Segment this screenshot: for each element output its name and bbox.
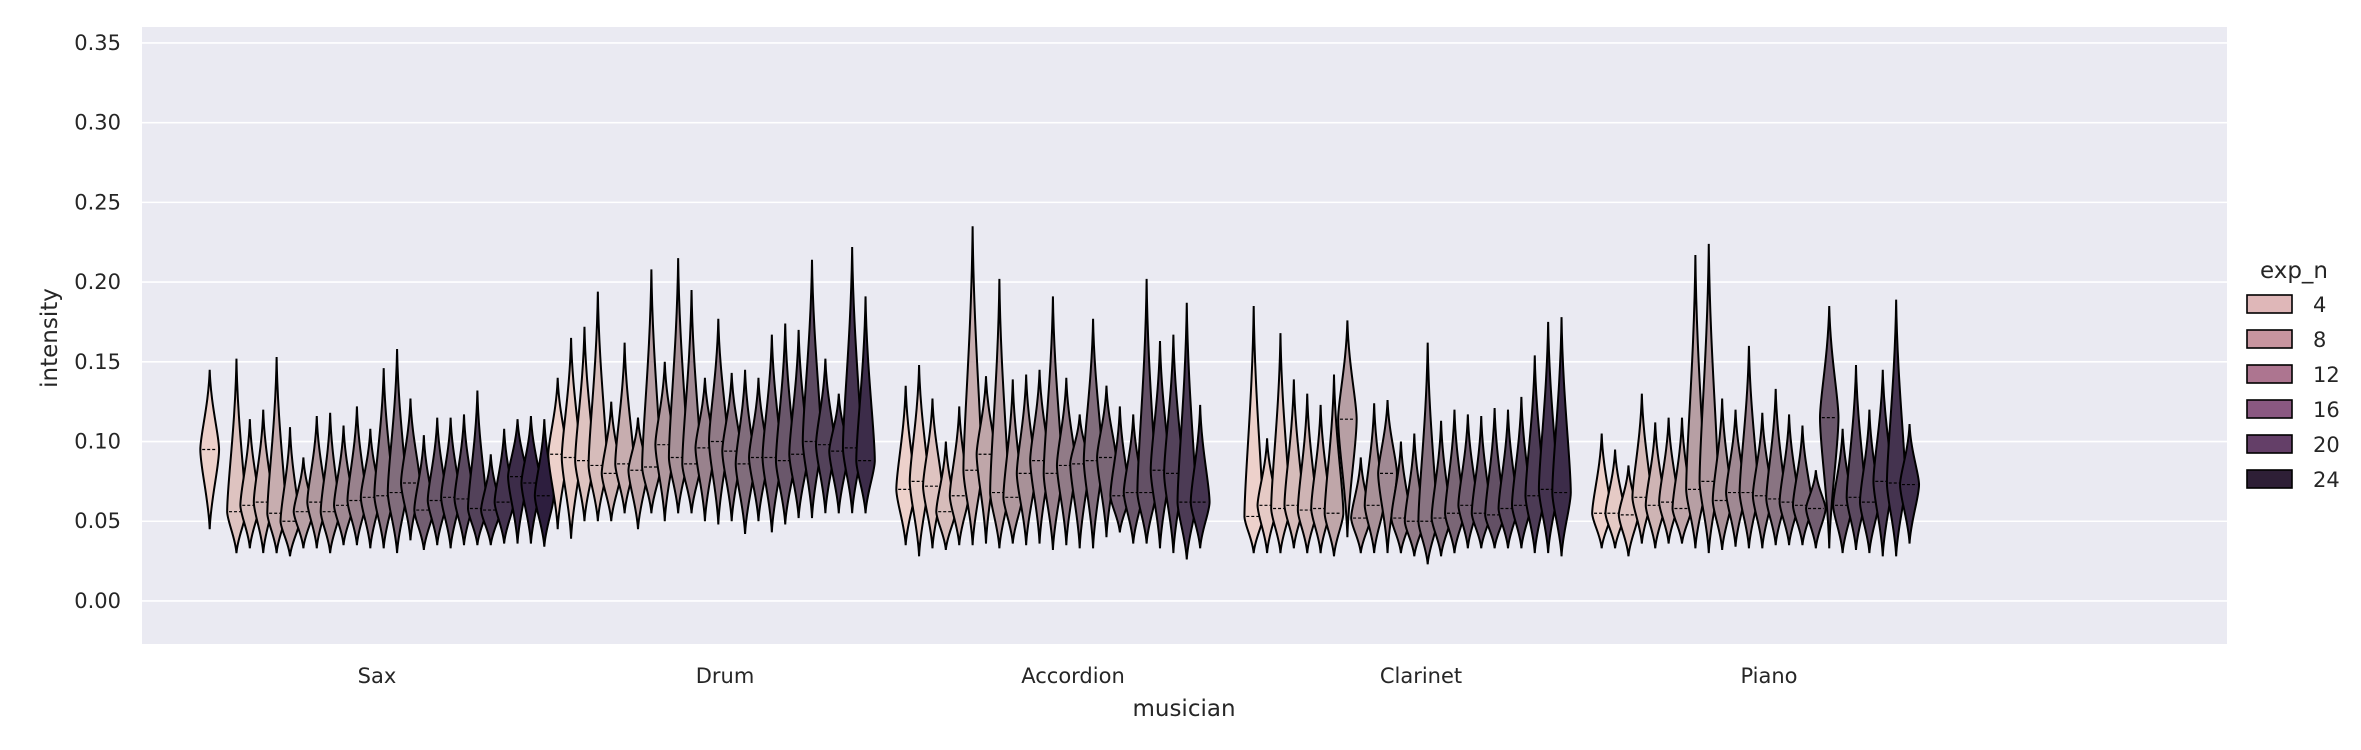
legend-label: 8	[2313, 328, 2326, 352]
legend-swatch	[2246, 294, 2293, 314]
violin	[1337, 320, 1358, 538]
violin	[1323, 374, 1345, 557]
legend: exp_n 4 8 12 16 20 24	[2246, 258, 2340, 492]
legend-label: 12	[2313, 363, 2340, 387]
violin	[814, 358, 836, 514]
y-tick-label: 0.35	[74, 31, 121, 55]
y-tick-label: 0.25	[74, 190, 121, 214]
legend-swatch	[2246, 329, 2293, 349]
x-tick-label: Accordion	[1021, 664, 1125, 688]
violins	[199, 226, 1921, 565]
plot-background	[142, 27, 2227, 644]
legend-swatch	[2246, 434, 2293, 454]
violin	[1805, 470, 1827, 549]
legend-label: 4	[2313, 293, 2326, 317]
violin	[908, 364, 930, 557]
legend-swatch	[2246, 399, 2293, 419]
violin	[1698, 243, 1719, 554]
legend-swatch	[2246, 469, 2293, 489]
y-axis-title: intensity	[37, 288, 63, 388]
violin	[1042, 296, 1064, 550]
x-tick-label: Sax	[358, 664, 397, 688]
y-tick-label: 0.15	[74, 350, 121, 374]
x-tick-label: Clarinet	[1380, 664, 1462, 688]
violin	[1243, 305, 1264, 554]
x-tick-label: Piano	[1740, 664, 1797, 688]
x-tick-label: Drum	[696, 664, 755, 688]
legend-swatch	[2246, 364, 2293, 384]
violin	[386, 349, 408, 554]
violin	[1082, 318, 1104, 549]
y-tick-label: 0.20	[74, 270, 121, 294]
violin	[1096, 385, 1117, 538]
legend-label: 24	[2313, 468, 2340, 492]
x-axis-title: musician	[1132, 696, 1235, 722]
violin	[1189, 404, 1211, 549]
y-tick-label: 0.10	[74, 430, 121, 454]
x-axis: Sax Drum Accordion Clarinet Piano	[358, 664, 1798, 688]
violin	[855, 296, 876, 514]
y-axis: 0.00 0.05 0.10 0.15 0.20 0.25 0.30 0.35	[74, 31, 121, 613]
violin	[1551, 317, 1572, 557]
violin	[708, 318, 729, 525]
legend-title: exp_n	[2260, 258, 2328, 284]
y-tick-label: 0.30	[74, 111, 121, 135]
violin	[1818, 305, 1840, 549]
legend-label: 16	[2313, 398, 2340, 422]
violin	[1377, 400, 1398, 554]
legend-label: 20	[2313, 433, 2340, 457]
y-tick-label: 0.05	[74, 509, 121, 533]
y-tick-label: 0.00	[74, 589, 121, 613]
violin	[1899, 423, 1921, 544]
